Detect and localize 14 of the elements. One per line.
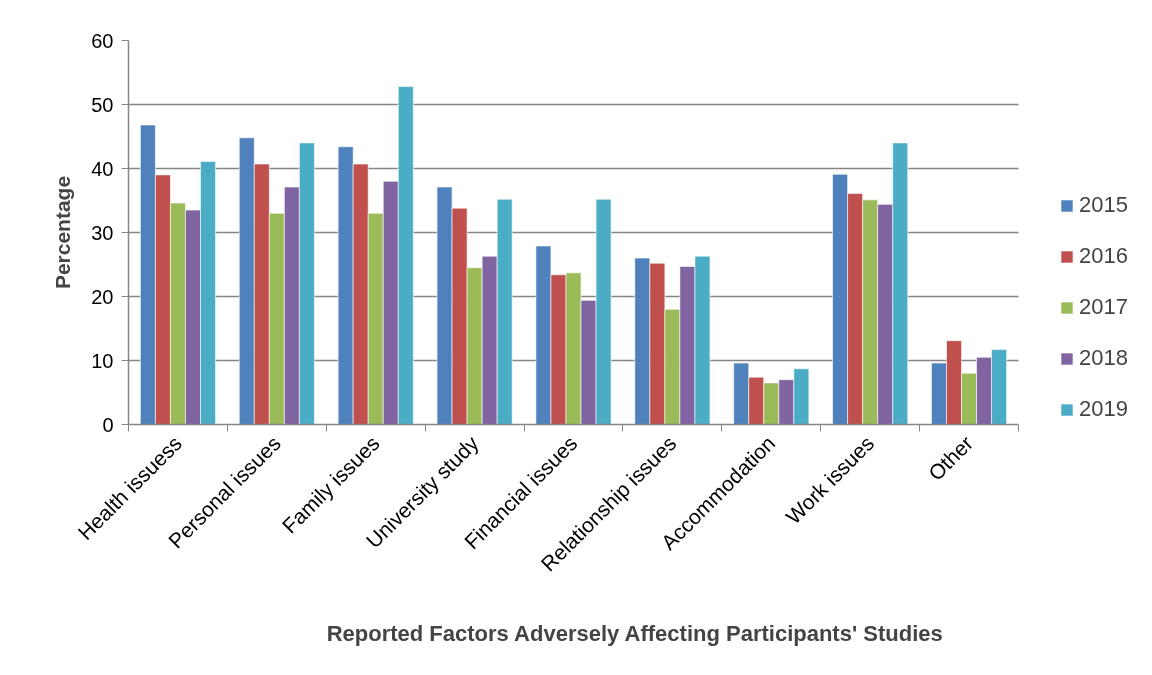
- y-tick-label: 40: [91, 157, 114, 180]
- y-tick-label: 60: [91, 29, 114, 52]
- legend-label: 2017: [1079, 294, 1128, 320]
- legend-label: 2015: [1079, 192, 1128, 218]
- x-axis-title: Reported Factors Adversely Affecting Participants' Studies: [326, 620, 943, 646]
- y-tick-label: 50: [91, 93, 114, 116]
- y-axis-title: Percentage: [51, 175, 75, 290]
- legend-label: 2019: [1079, 396, 1128, 422]
- y-tick-label: 30: [91, 221, 114, 244]
- y-tick-label: 0: [102, 413, 114, 436]
- y-tick-label: 10: [91, 349, 114, 372]
- y-tick-label: 20: [91, 285, 114, 308]
- legend-label: 2016: [1079, 243, 1128, 269]
- legend-label: 2018: [1079, 345, 1128, 371]
